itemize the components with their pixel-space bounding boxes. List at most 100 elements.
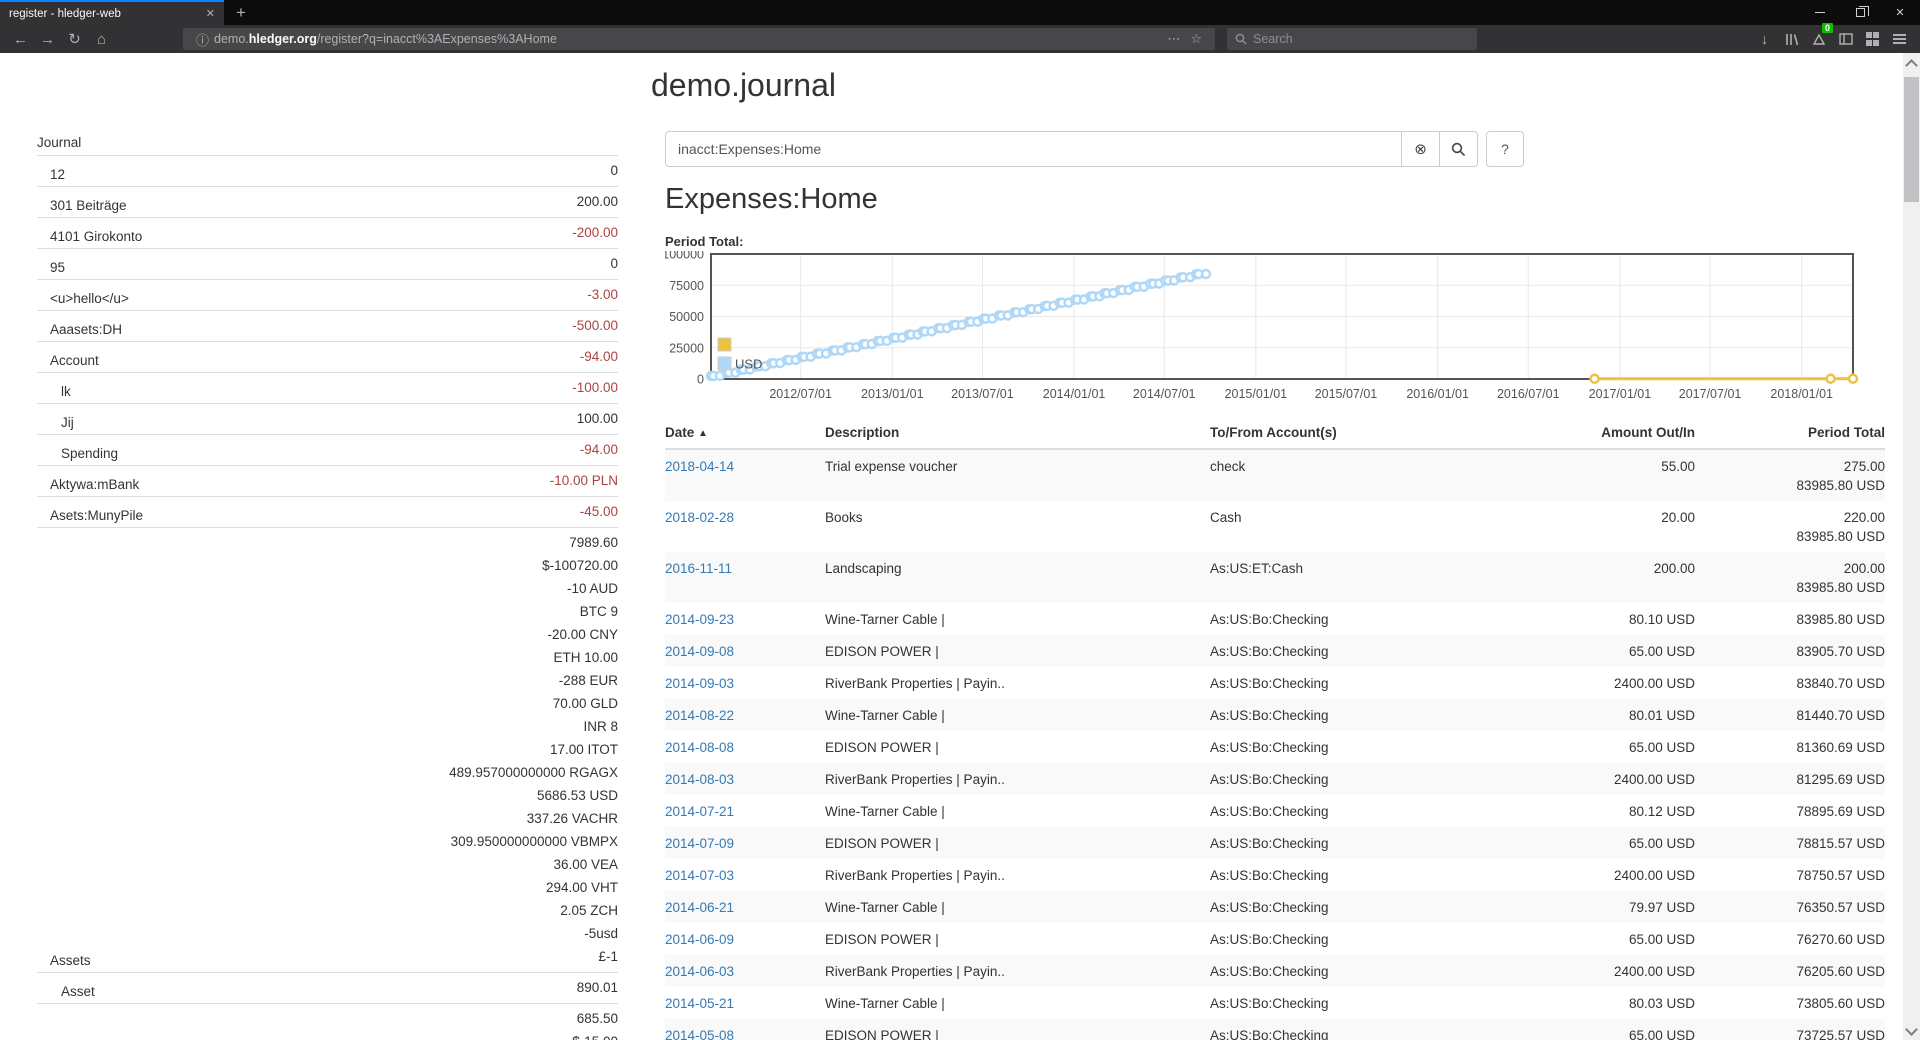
clear-query-button[interactable]: ⊗ xyxy=(1402,131,1440,167)
back-button[interactable]: ← xyxy=(13,30,28,48)
header-date[interactable]: Date ▲ xyxy=(665,419,825,450)
sidebar-account-balance: -94.00 xyxy=(580,345,618,368)
header-period-total[interactable]: Period Total xyxy=(1695,419,1885,450)
date-link[interactable]: 2014-07-03 xyxy=(665,868,735,883)
cell-date: 2014-09-23 xyxy=(665,603,825,635)
sidebar-account-link[interactable]: Aktywa:mBank xyxy=(50,477,140,492)
sidebar-account-link[interactable]: Asset xyxy=(61,984,95,999)
scrollbar-thumb[interactable] xyxy=(1904,77,1919,202)
header-amount[interactable]: Amount Out/In xyxy=(1500,419,1695,450)
sidebar-account-link[interactable]: Asets:MunyPile xyxy=(50,508,144,523)
header-accounts[interactable]: To/From Account(s) xyxy=(1210,419,1500,450)
date-link[interactable]: 2018-04-14 xyxy=(665,459,735,474)
sidebar-account-row: <u>hello</u> -3.00 xyxy=(37,279,618,310)
close-button[interactable]: ✕ xyxy=(1880,0,1920,25)
forward-button[interactable]: → xyxy=(40,30,55,48)
date-link[interactable]: 2014-09-23 xyxy=(665,612,735,627)
table-row: 2014-08-22 Wine-Tarner Cable | As:US:Bo:Ch… xyxy=(665,699,1885,731)
sort-asc-icon: ▲ xyxy=(698,428,708,439)
sidebar-account-link[interactable]: lk xyxy=(61,384,71,399)
svg-text:2017/07/01: 2017/07/01 xyxy=(1679,387,1742,401)
date-link[interactable]: 2014-05-08 xyxy=(665,1028,735,1040)
browser-search-field[interactable]: Search xyxy=(1227,28,1477,50)
balance-line: -10 AUD xyxy=(566,581,618,596)
menu-icon[interactable] xyxy=(1886,27,1913,51)
sidebar-account-link[interactable]: 12 xyxy=(50,167,66,182)
query-form: ⊗ ? xyxy=(665,131,1527,167)
balance-line: INR 8 xyxy=(583,719,618,734)
date-link[interactable]: 2014-08-03 xyxy=(665,772,735,787)
date-link[interactable]: 2014-08-08 xyxy=(665,740,735,755)
cell-date: 2014-06-21 xyxy=(665,891,825,923)
sidebar-account-link[interactable]: 4101 Girokonto xyxy=(50,229,143,244)
date-link[interactable]: 2014-06-03 xyxy=(665,964,735,979)
site-info-icon[interactable]: ⓘ xyxy=(196,32,210,48)
date-link[interactable]: 2014-09-08 xyxy=(665,644,735,659)
period-total-chart: 2012/07/01 2013/01/01 2013/07/01 2014/01/01… xyxy=(662,248,1861,405)
cell-period-total: 76350.57 USD xyxy=(1695,891,1885,923)
sidebar-account-balance: -94.00 xyxy=(580,438,618,461)
query-input[interactable] xyxy=(665,131,1402,167)
new-tab-button[interactable]: + xyxy=(236,2,246,22)
browser-titlebar: register - hledger-web ✕ + ✕ xyxy=(0,0,1920,25)
sidebar-account-row: Asset 890.01 xyxy=(37,972,618,1003)
cell-period-total: 275.00 83985.80 USD xyxy=(1695,449,1885,501)
scroll-up-arrow[interactable] xyxy=(1905,59,1918,72)
header-description[interactable]: Description xyxy=(825,419,1210,450)
page-actions-icon[interactable]: ⋯ xyxy=(1167,31,1181,46)
sidebar-account-balance: 100.00 xyxy=(577,407,618,430)
balance-line: $-100720.00 xyxy=(542,558,618,573)
cell-description: Wine-Tarner Cable | xyxy=(825,996,945,1011)
sidebar-account-link[interactable]: Account xyxy=(50,353,99,368)
restore-button[interactable] xyxy=(1840,0,1880,25)
sidebar-account-link[interactable]: 95 xyxy=(50,260,66,275)
library-icon[interactable] xyxy=(1778,27,1805,51)
table-row: 2014-07-09 EDISON POWER | As:US:Bo:Checkin… xyxy=(665,827,1885,859)
table-row: 2018-04-14 Trial expense voucher check 55.0… xyxy=(665,449,1885,501)
date-link[interactable]: 2014-08-22 xyxy=(665,708,735,723)
sidebar-journal-link[interactable]: Journal xyxy=(37,131,618,155)
cell-accounts: As:US:Bo:Checking xyxy=(1210,740,1329,755)
journal-label[interactable]: Journal xyxy=(37,135,82,150)
cell-amount: 55.00 xyxy=(1661,459,1695,474)
cell-amount: 65.00 USD xyxy=(1628,836,1695,851)
svg-text:25000: 25000 xyxy=(669,341,704,355)
home-button[interactable]: ⌂ xyxy=(96,30,107,48)
cell-accounts: As:US:Bo:Checking xyxy=(1210,644,1329,659)
url-bar[interactable]: ⓘ demo.hledger.org/register?q=inacct%3AE… xyxy=(183,28,1215,50)
sidebar-toggle-icon[interactable] xyxy=(1832,27,1859,51)
help-button[interactable]: ? xyxy=(1486,131,1524,167)
minimize-button[interactable] xyxy=(1800,0,1840,25)
date-link[interactable]: 2014-06-21 xyxy=(665,900,735,915)
bookmark-star-icon[interactable]: ☆ xyxy=(1190,31,1202,46)
sidebar-account-link[interactable]: Jij xyxy=(61,415,74,430)
date-link[interactable]: 2014-07-21 xyxy=(665,804,735,819)
date-link[interactable]: 2018-02-28 xyxy=(665,510,735,525)
activity-grid-icon[interactable] xyxy=(1859,27,1886,51)
download-icon[interactable]: ↓ xyxy=(1760,30,1769,48)
tab-close-icon[interactable]: ✕ xyxy=(205,8,215,20)
date-link[interactable]: 2014-06-09 xyxy=(665,932,735,947)
minimize-icon xyxy=(1815,12,1825,13)
cell-amount: 20.00 xyxy=(1661,510,1695,525)
sidebar-account-link[interactable]: Spending xyxy=(61,446,119,461)
date-link[interactable]: 2014-05-21 xyxy=(665,996,735,1011)
table-row: 2014-07-03 RiverBank Properties | Payin..… xyxy=(665,859,1885,891)
sidebar-account-row: 4101 Girokonto -200.00 xyxy=(37,217,618,248)
date-link[interactable]: 2014-07-09 xyxy=(665,836,735,851)
sidebar-account-link[interactable]: 301 Beiträge xyxy=(50,198,127,213)
page-scrollbar[interactable] xyxy=(1903,53,1920,1040)
cell-period-total: 78750.57 USD xyxy=(1695,859,1885,891)
search-submit-button[interactable] xyxy=(1440,131,1478,167)
sidebar-account-link[interactable]: <u>hello</u> xyxy=(50,291,129,306)
browser-tab[interactable]: register - hledger-web ✕ xyxy=(0,0,224,25)
sidebar-account-link[interactable]: Aaasets:DH xyxy=(50,322,123,337)
scroll-down-arrow[interactable] xyxy=(1905,1023,1918,1036)
reload-button[interactable]: ↻ xyxy=(68,31,81,48)
date-link[interactable]: 2014-09-03 xyxy=(665,676,735,691)
cell-description: Wine-Tarner Cable | xyxy=(825,900,945,915)
date-link[interactable]: 2016-11-11 xyxy=(665,561,733,576)
cell-period-total: 220.00 83985.80 USD xyxy=(1695,501,1885,552)
sidebar-account-link[interactable]: Assets xyxy=(50,953,91,968)
extension-icon[interactable]: 0 xyxy=(1805,23,1833,51)
